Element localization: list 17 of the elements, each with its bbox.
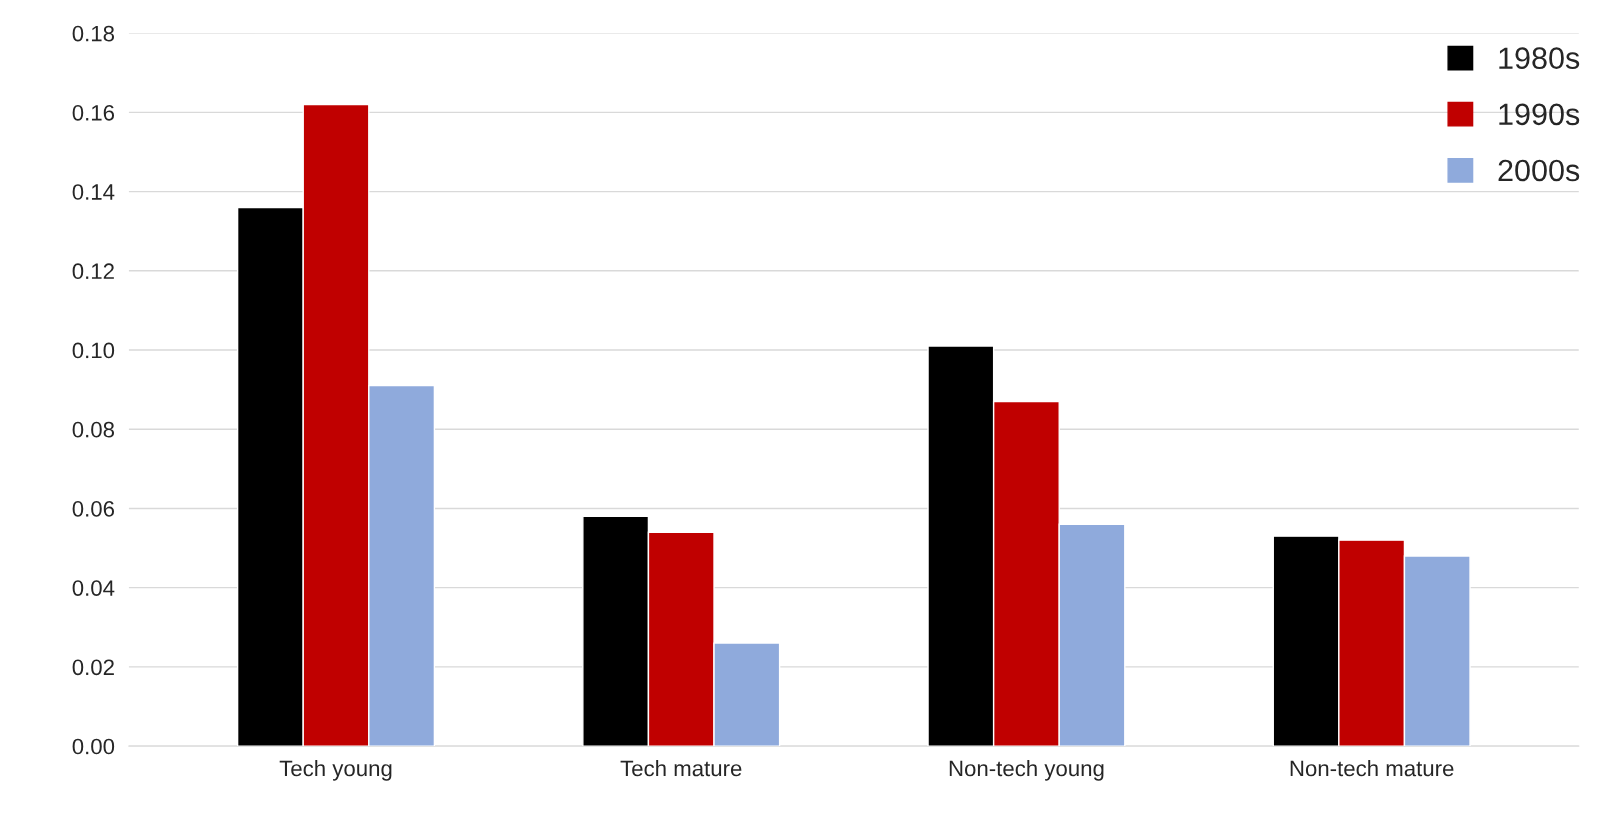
y-tick-label: 0.18 [72, 25, 115, 42]
legend-label: 1990s [1499, 103, 1580, 126]
y-tick-label: 0.08 [72, 421, 115, 438]
x-tick-label: Non-tech mature [1290, 759, 1454, 777]
y-tick-label: 0.02 [72, 659, 114, 676]
legend-label: 2000s [1498, 159, 1580, 182]
x-tick-label: Tech mature [620, 759, 742, 777]
y-tick-label: 0.00 [72, 738, 115, 755]
legend-label: 1980s [1499, 47, 1580, 70]
y-tick-label: 0.10 [72, 342, 115, 359]
y-tick-label: 0.16 [72, 104, 115, 121]
x-tick-label: Non-tech young [949, 759, 1104, 781]
y-tick-label: 0.04 [72, 580, 115, 596]
y-tick-label: 0.14 [72, 184, 115, 200]
y-tick-label: 0.12 [72, 263, 114, 280]
x-tick-label: Tech young [279, 759, 392, 781]
y-tick-label: 0.06 [72, 500, 115, 517]
